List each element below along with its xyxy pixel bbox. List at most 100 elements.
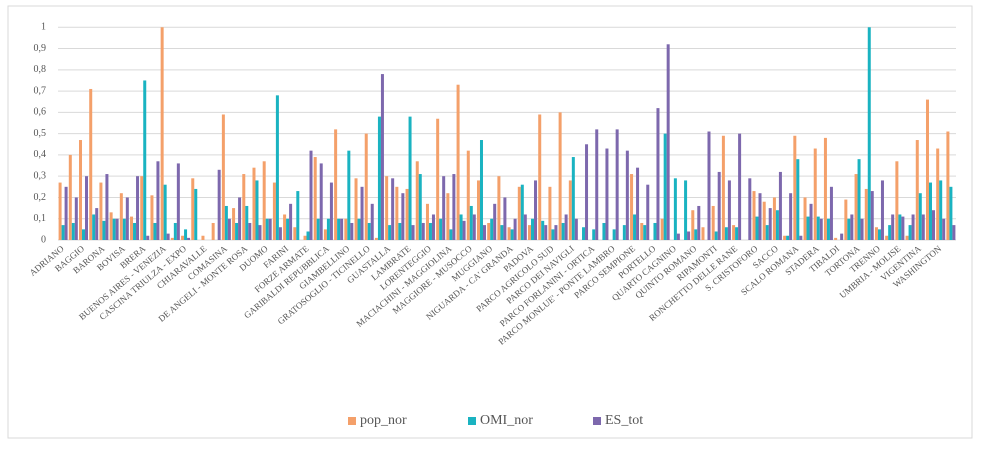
bar — [221, 114, 225, 240]
bar — [915, 140, 919, 240]
bar — [68, 154, 72, 240]
bar — [765, 225, 769, 240]
bar — [684, 180, 688, 240]
bar — [436, 118, 440, 240]
bar — [528, 225, 532, 240]
bar — [786, 235, 790, 240]
bar — [673, 178, 677, 240]
bar — [717, 171, 721, 240]
bar — [694, 229, 698, 240]
bar — [105, 174, 109, 240]
bar — [615, 129, 619, 240]
bar — [939, 180, 943, 240]
bar — [901, 216, 905, 240]
bar — [936, 148, 940, 240]
bar — [79, 140, 83, 240]
bar — [534, 180, 538, 240]
bar — [469, 205, 473, 240]
bar — [296, 191, 300, 240]
bar — [748, 178, 752, 240]
bar — [446, 193, 450, 240]
bar — [428, 222, 432, 240]
bar — [487, 222, 491, 240]
bar — [71, 222, 75, 240]
bar — [248, 222, 252, 240]
bar — [952, 225, 956, 240]
bar — [574, 218, 578, 240]
y-tick-label: 0,5 — [34, 128, 47, 139]
bar — [112, 218, 116, 240]
bar — [806, 216, 810, 240]
bar — [783, 235, 787, 240]
bar — [510, 229, 514, 240]
bar — [85, 176, 89, 240]
bar — [656, 108, 660, 240]
bar — [612, 229, 616, 240]
bar — [793, 135, 797, 240]
bar — [727, 180, 731, 240]
bar — [595, 129, 599, 240]
legend-swatch — [348, 417, 356, 425]
bar — [531, 218, 535, 240]
bar — [895, 161, 899, 240]
bar — [850, 214, 854, 240]
y-tick-label: 1 — [41, 22, 46, 33]
bar — [877, 229, 881, 240]
bar — [354, 178, 358, 240]
bar — [122, 218, 126, 240]
bar — [255, 180, 259, 240]
bar — [949, 186, 953, 240]
bar — [408, 116, 412, 240]
y-tick-label: 0 — [41, 234, 46, 245]
bar — [303, 235, 307, 240]
bar — [99, 182, 103, 240]
bar — [646, 184, 650, 240]
bar — [459, 214, 463, 240]
bar — [523, 214, 527, 240]
bar — [819, 218, 823, 240]
bar — [191, 178, 195, 240]
bar — [544, 225, 548, 240]
bar — [691, 210, 695, 240]
bar — [102, 220, 106, 240]
bar — [176, 163, 180, 240]
y-tick-label: 0,9 — [34, 43, 47, 54]
bar — [714, 231, 718, 240]
bar — [391, 178, 395, 240]
bar — [64, 186, 68, 240]
bar — [885, 235, 889, 240]
bar — [89, 88, 93, 240]
bar — [82, 229, 86, 240]
bar — [262, 161, 266, 240]
bar — [867, 27, 871, 240]
bar — [227, 218, 231, 240]
bar — [344, 218, 348, 240]
bar — [156, 161, 160, 240]
bar — [697, 205, 701, 240]
y-tick-label: 0,3 — [34, 170, 47, 181]
bar — [235, 222, 239, 240]
bar — [181, 235, 185, 240]
bar — [313, 157, 317, 240]
bar — [119, 193, 123, 240]
bar — [58, 182, 62, 240]
y-tick-label: 0,1 — [34, 213, 47, 224]
bar — [517, 186, 521, 240]
bar — [136, 176, 140, 240]
bar — [758, 193, 762, 240]
bar — [847, 218, 851, 240]
bar — [854, 174, 858, 240]
bar — [272, 182, 276, 240]
bar — [829, 186, 833, 240]
bar — [643, 225, 647, 240]
bar — [630, 174, 634, 240]
bar — [364, 133, 368, 240]
bar — [431, 214, 435, 240]
bar — [163, 184, 167, 240]
bar — [462, 220, 466, 240]
bar — [834, 237, 838, 240]
bar — [571, 157, 575, 240]
bar — [500, 225, 504, 240]
bar — [109, 212, 113, 240]
